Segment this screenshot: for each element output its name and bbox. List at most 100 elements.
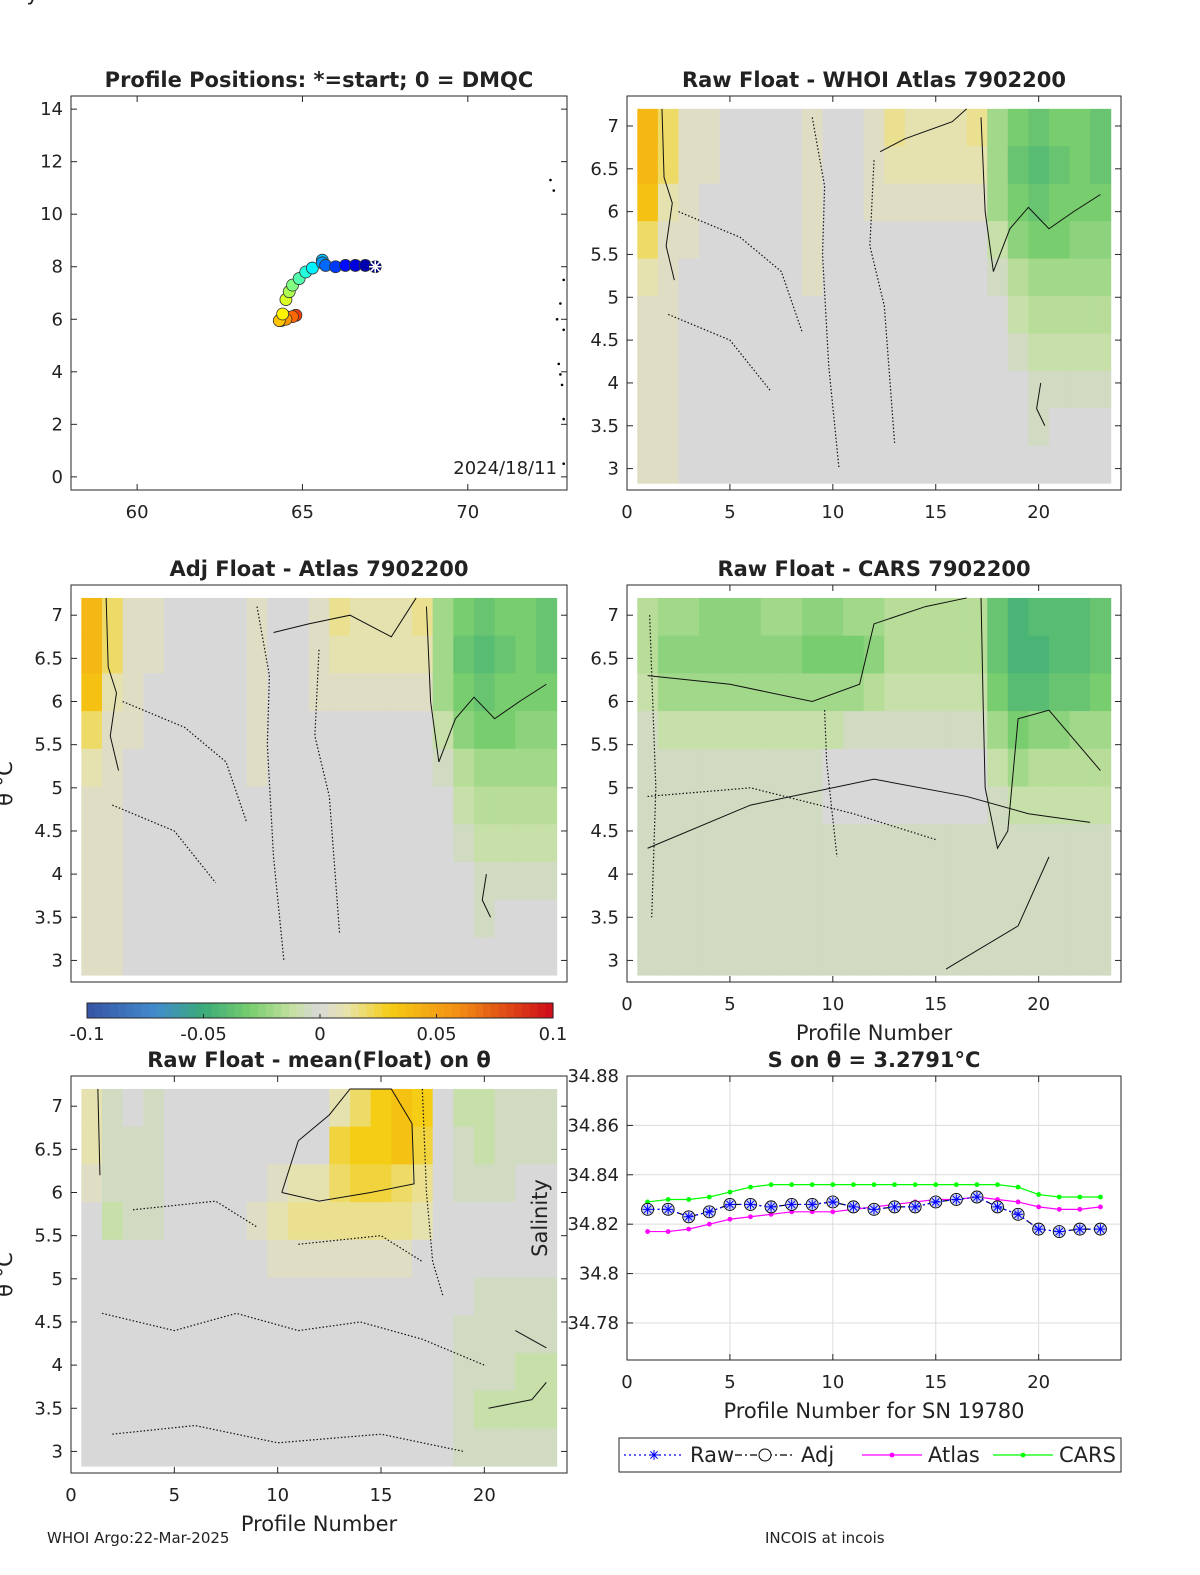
y-tick-label: 5 [608,778,619,799]
heatmap-cell [822,295,844,334]
heatmap-cell [122,786,144,825]
heatmap-cell [699,711,721,750]
heatmap-cell [863,937,885,976]
heatmap-cell [164,673,186,712]
heatmap-cell [1007,258,1029,297]
heatmap-cell [822,597,844,637]
panel-raw-atlas: 0 5 10 15 20 3 3.5 4 4.5 5 5.5 6 6.5 7 Raw Float - WHO… [590,68,1122,523]
heatmap-cell [536,861,558,901]
heatmap-cell [678,597,700,637]
colorbar-swatch [459,1003,469,1018]
heatmap-cell [536,1202,558,1241]
colorbar-swatch [343,1003,352,1018]
heatmap-cell [740,370,762,409]
heatmap-cell [536,1088,558,1128]
heatmap-cell [350,597,372,637]
heatmap-cell [205,673,227,712]
heatmap-cell [719,635,741,674]
heatmap-cell [657,824,679,863]
contour-line-dotted [314,649,341,935]
y-tick-label: 5.5 [590,244,619,265]
heatmap-cell [822,408,844,447]
heatmap-cell [1090,408,1112,447]
colorbar-swatch [428,1003,438,1018]
data-point-raw [643,1205,652,1214]
y-tick-label: 6 [52,309,63,330]
heatmap-cell [205,1088,227,1128]
heatmap-cell [822,333,844,372]
heatmap-cell [102,1239,124,1279]
heatmap-cell [1048,786,1071,825]
colorbar-swatch [133,1003,142,1018]
coastline-point [552,189,556,192]
heatmap-cell [925,711,947,750]
heatmap-cell [987,370,1009,409]
heatmap-cell [246,711,268,750]
heatmap-cell [536,1352,558,1392]
data-point-atlas [686,1226,692,1232]
heatmap-cell [288,1390,310,1429]
heatmap-cell [474,1088,496,1128]
colorbar-swatch [444,1003,453,1018]
heatmap-cell [904,899,926,938]
heatmap-cell [536,673,558,712]
data-point-atlas [748,1214,753,1220]
heatmap-cell [536,1164,558,1203]
heatmap-cell [350,1126,372,1165]
heatmap-cell [267,899,289,938]
heatmap-cell [904,786,926,825]
data-point-cars [768,1182,774,1188]
heatmap-cell [801,146,824,185]
date-annotation: 2024/18/11 [453,458,557,479]
heatmap-cell [453,1164,475,1203]
heatmap-cell [925,899,947,938]
heatmap-cell [1048,635,1071,674]
contour-line [945,856,1050,970]
heatmap-cell [350,1088,372,1128]
heatmap-cell [246,1164,268,1203]
heatmap-cell [164,1315,186,1354]
heatmap-cell [102,635,124,674]
heatmap-cell [164,824,186,863]
heatmap-cell [205,597,227,637]
heatmap-cell [1090,748,1112,788]
colorbar-swatch [514,1003,523,1018]
heatmap-cell [122,937,144,976]
heatmap-cell [637,937,659,976]
heatmap-cell [843,711,865,750]
heatmap-cell [494,635,516,674]
heatmap-cell [246,1390,268,1429]
heatmap-cell [164,635,186,674]
panel-raw-mean: 0 5 10 15 20 3 3.5 4 4.5 5 5.5 6 6.5 7 Raw Float - mea… [0,1048,568,1536]
heatmap-cell [760,824,782,863]
heatmap-cell [515,937,537,976]
heatmap-cell [925,937,947,976]
heatmap-cell [863,408,885,447]
heatmap-cell [329,1390,351,1429]
heatmap-cell [699,445,721,484]
heatmap-cell [760,597,782,637]
heatmap-cell [966,408,988,447]
data-point-atlas [1015,1199,1021,1205]
data-point-cars [748,1184,753,1190]
heatmap-cell [329,1277,351,1316]
heatmap-cell [1090,221,1112,260]
heatmap-cell [1007,861,1029,901]
x-tick-label: 0 [65,1485,76,1506]
heatmap-cell [329,748,351,788]
heatmap-cell [925,445,947,484]
heatmap-cell [432,786,454,825]
heatmap-cell [453,899,475,938]
heatmap-cell [678,146,700,185]
heatmap-cell [370,937,392,976]
heatmap-cell [391,635,413,674]
heatmap-cell [288,711,310,750]
heatmap-cell [350,1164,372,1203]
heatmap-cell [863,108,885,147]
heatmap-cell [1090,786,1112,825]
heatmap-cell [863,673,885,712]
data-point-raw [787,1200,796,1209]
heatmap-cell [350,1202,372,1241]
heatmap-cell [102,673,124,712]
heatmap-cell [760,146,782,185]
